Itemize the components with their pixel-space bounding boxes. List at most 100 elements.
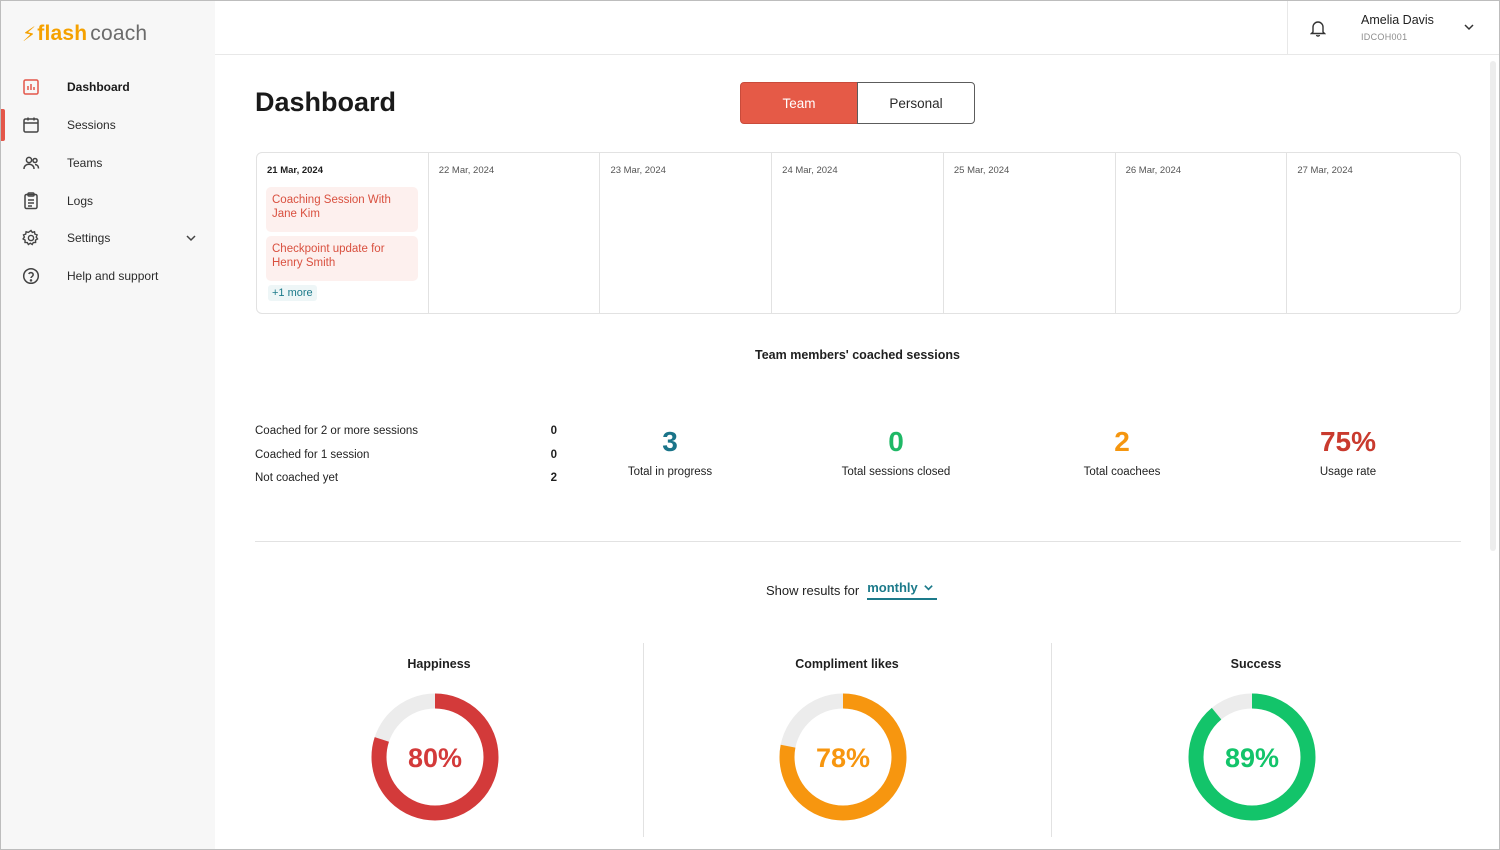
- calendar-day[interactable]: 21 Mar, 2024 Coaching Session With Jane …: [257, 153, 429, 313]
- stat-row: Coached for 2 or more sessions 0: [255, 425, 559, 449]
- notifications-button[interactable]: [1287, 1, 1347, 55]
- success-gauge: 89%: [1188, 693, 1316, 821]
- gauge-title: Success: [1230, 657, 1282, 671]
- logo-coach: coach: [90, 22, 148, 45]
- personal-tab[interactable]: Personal: [857, 82, 975, 124]
- event-person: Jane Kim: [272, 208, 320, 220]
- sidebar-item-label: Dashboard: [67, 80, 130, 94]
- gauge-arc: [371, 693, 499, 821]
- user-profile[interactable]: Amelia Davis IDCOH001: [1361, 13, 1481, 47]
- team-tab[interactable]: Team: [740, 82, 858, 124]
- period-value: monthly: [867, 580, 918, 595]
- sidebar-item-label: Settings: [67, 231, 111, 245]
- gauge-arc: [779, 693, 907, 821]
- page-title: Dashboard: [255, 87, 397, 117]
- gauge-card-success: Success 89%: [1052, 643, 1460, 843]
- more-events-link[interactable]: +1 more: [268, 285, 317, 301]
- calendar-day[interactable]: 25 Mar, 2024: [944, 153, 1116, 313]
- calendar-day[interactable]: 27 Mar, 2024: [1287, 153, 1460, 313]
- gauge-title: Compliment likes: [795, 657, 899, 671]
- sidebar-item-sessions[interactable]: Sessions: [1, 107, 215, 143]
- kpi-label: Usage rate: [1319, 466, 1377, 478]
- stat-row: Coached for 1 session 0: [255, 449, 559, 473]
- sidebar-item-label: Help and support: [67, 269, 159, 283]
- calendar-day[interactable]: 26 Mar, 2024: [1116, 153, 1288, 313]
- stat-value: 2: [550, 472, 557, 484]
- kpi-value: 0: [888, 426, 904, 457]
- stat-label: Coached for 1 session: [255, 448, 370, 461]
- gear-icon: [22, 229, 39, 246]
- people-icon: [23, 156, 40, 170]
- kpi-value: 75%: [1319, 426, 1377, 457]
- chevron-down-icon[interactable]: [185, 232, 197, 244]
- sidebar-item-dashboard[interactable]: Dashboard: [1, 69, 215, 105]
- day-date: 25 Mar, 2024: [953, 165, 1010, 176]
- sidebar-item-settings[interactable]: Settings: [1, 220, 215, 256]
- stat-row: Not coached yet 2: [255, 472, 559, 496]
- kpi-total-coachees: 2 Total coachees: [1032, 425, 1212, 478]
- chevron-down-icon[interactable]: [1463, 21, 1475, 33]
- coaching-stats-list: Coached for 2 or more sessions 0 Coached…: [255, 425, 559, 496]
- scrollbar-thumb[interactable]: [1490, 61, 1496, 551]
- sidebar-item-label: Logs: [67, 194, 94, 208]
- kpi-label: Total coachees: [1083, 466, 1161, 478]
- sidebar-item-help[interactable]: Help and support: [1, 258, 215, 294]
- gauge-separator: [643, 643, 644, 837]
- stat-value: 0: [550, 448, 557, 461]
- help-circle-icon: [22, 267, 40, 285]
- bar-chart-icon: [23, 79, 39, 95]
- event-title: Coaching Session With: [272, 194, 391, 206]
- kpi-total-sessions-closed: 0 Total sessions closed: [806, 425, 986, 478]
- logo: ⚡ flash coach: [22, 21, 147, 47]
- calendar-day[interactable]: 24 Mar, 2024: [772, 153, 944, 313]
- gauge-title: Happiness: [407, 657, 471, 671]
- sidebar-item-teams[interactable]: Teams: [1, 145, 215, 181]
- section-title: Team members' coached sessions: [755, 348, 960, 362]
- gauge-card-happiness: Happiness 80%: [235, 643, 643, 843]
- gauge-value: 89%: [1225, 743, 1279, 773]
- day-date: 23 Mar, 2024: [610, 165, 666, 176]
- kpi-value: 3: [662, 426, 678, 457]
- day-date: 27 Mar, 2024: [1297, 165, 1353, 176]
- day-date: 24 Mar, 2024: [782, 165, 838, 176]
- kpi-label: Total sessions closed: [841, 466, 951, 478]
- event-title: Checkpoint update for: [272, 243, 385, 255]
- sidebar-item-logs[interactable]: Logs: [1, 183, 215, 219]
- kpi-label: Total in progress: [627, 466, 713, 478]
- filter-label: Show results for: [766, 582, 860, 598]
- results-filter: Show results for monthly: [766, 580, 937, 600]
- sidebar-item-label: Sessions: [67, 118, 116, 132]
- period-select[interactable]: monthly: [867, 580, 937, 600]
- day-date: 21 Mar, 2024: [267, 165, 323, 176]
- stat-value: 0: [550, 425, 557, 437]
- section-divider: [255, 541, 1461, 542]
- clipboard-icon: [24, 192, 38, 210]
- logo-flash: flash: [37, 22, 88, 45]
- kpi-value: 2: [1114, 426, 1130, 457]
- calendar-event[interactable]: Checkpoint update for Henry Smith: [266, 236, 418, 281]
- calendar-icon: [23, 117, 39, 133]
- gauge-value: 80%: [408, 743, 462, 773]
- top-header: Amelia Davis IDCOH001: [215, 1, 1499, 55]
- compliment-likes-gauge: 78%: [779, 693, 907, 821]
- sidebar-item-label: Teams: [67, 156, 103, 170]
- gauge-value: 78%: [816, 743, 870, 773]
- event-person: Henry Smith: [272, 257, 336, 269]
- calendar-day[interactable]: 22 Mar, 2024: [429, 153, 601, 313]
- week-calendar: 21 Mar, 2024 Coaching Session With Jane …: [256, 152, 1461, 314]
- bolt-icon: ⚡: [22, 23, 37, 46]
- gauge-card-compliment-likes: Compliment likes 78%: [643, 643, 1051, 843]
- sidebar: ⚡ flash coach Dashboard Sessions Te: [1, 1, 215, 849]
- day-date: 26 Mar, 2024: [1125, 165, 1182, 176]
- gauge-arc: [1188, 693, 1316, 821]
- bell-icon: [1309, 21, 1326, 37]
- active-nav-marker: [1, 109, 5, 141]
- calendar-day[interactable]: 23 Mar, 2024: [600, 153, 773, 313]
- gauge-separator: [1051, 643, 1052, 837]
- user-id: IDCOH001: [1361, 32, 1408, 42]
- day-date: 22 Mar, 2024: [438, 165, 495, 176]
- calendar-event[interactable]: Coaching Session With Jane Kim: [266, 187, 418, 232]
- kpi-usage-rate: 75% Usage rate: [1258, 425, 1438, 478]
- user-name: Amelia Davis: [1361, 13, 1434, 27]
- chevron-down-icon: [924, 585, 933, 591]
